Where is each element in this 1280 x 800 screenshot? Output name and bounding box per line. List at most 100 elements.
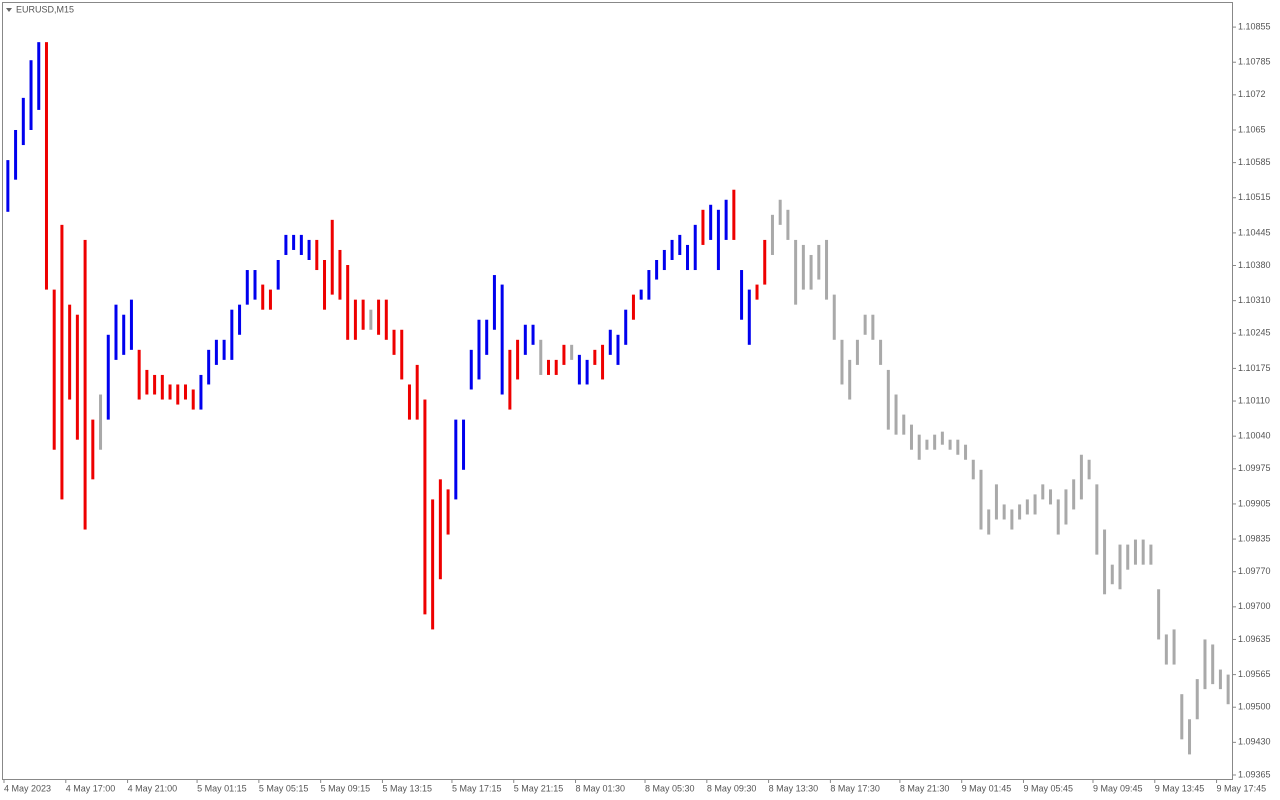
x-tick-label: 4 May 2023 <box>4 783 51 793</box>
price-bar <box>91 419 95 480</box>
price-bar <box>1095 484 1099 555</box>
price-bar <box>979 469 983 530</box>
price-bar <box>361 299 365 330</box>
y-tick-label: 1.10445 <box>1238 227 1271 237</box>
price-bar <box>1133 539 1137 565</box>
price-bar <box>817 244 821 280</box>
price-bar <box>500 284 504 395</box>
y-tick-label: 1.09565 <box>1238 669 1271 679</box>
price-bar <box>176 384 180 405</box>
price-bar <box>871 314 875 340</box>
price-bar <box>44 42 48 290</box>
symbol-dropdown[interactable] <box>6 8 12 12</box>
y-tick-label: 1.09905 <box>1238 498 1271 508</box>
price-bar <box>531 324 535 345</box>
price-bar <box>686 244 690 271</box>
x-tick-label: 5 May 13:15 <box>382 783 432 793</box>
price-bar <box>106 334 110 420</box>
price-bar <box>709 204 713 240</box>
x-tick-label: 8 May 17:30 <box>830 783 880 793</box>
price-bar <box>809 254 813 290</box>
price-bar <box>1041 484 1045 500</box>
price-bar <box>1149 544 1153 565</box>
price-bar <box>299 234 303 255</box>
x-tick-label: 8 May 21:30 <box>900 783 950 793</box>
price-bar <box>207 349 211 385</box>
price-bar <box>964 444 968 460</box>
price-bar <box>292 234 296 250</box>
price-bar <box>338 249 342 300</box>
price-bar <box>1157 589 1161 640</box>
price-bar <box>608 329 612 355</box>
price-bar <box>546 359 550 375</box>
price-bar <box>1218 669 1222 690</box>
x-tick-label: 5 May 17:15 <box>452 783 502 793</box>
price-bar <box>75 314 79 440</box>
x-tick-label: 9 May 01:45 <box>962 783 1012 793</box>
y-tick-label: 1.1072 <box>1238 89 1266 99</box>
x-tick-label: 9 May 05:45 <box>1023 783 1073 793</box>
y-tick-label: 1.09975 <box>1238 463 1271 473</box>
price-bar <box>446 489 450 535</box>
price-bar <box>678 234 682 255</box>
price-bar <box>6 160 10 212</box>
price-bar <box>68 304 72 400</box>
price-bar <box>469 349 473 390</box>
price-bar <box>153 374 157 395</box>
x-tick-label: 5 May 09:15 <box>321 783 371 793</box>
price-bar <box>52 289 56 450</box>
price-bar <box>631 294 635 320</box>
price-bar <box>230 309 234 360</box>
price-bar <box>1018 504 1022 520</box>
price-bar <box>956 439 960 455</box>
x-tick-label: 8 May 13:30 <box>769 783 819 793</box>
price-bar <box>662 249 666 271</box>
price-bar <box>786 209 790 240</box>
price-bar <box>585 359 589 385</box>
y-tick-label: 1.10040 <box>1238 431 1271 441</box>
price-bar <box>253 270 257 300</box>
price-bar <box>346 265 350 340</box>
chart-title: EURUSD,M15 <box>16 4 74 14</box>
price-bar <box>1025 499 1029 515</box>
price-bar <box>330 219 334 295</box>
price-bar <box>1118 544 1122 590</box>
price-bar <box>137 349 141 400</box>
price-bar <box>323 259 327 310</box>
price-bar <box>307 239 311 260</box>
price-bar <box>369 309 373 330</box>
price-bar <box>454 419 458 500</box>
price-bar <box>37 42 41 110</box>
price-bar <box>392 329 396 355</box>
price-bar <box>29 60 33 130</box>
x-tick-label: 8 May 01:30 <box>576 783 626 793</box>
y-tick-label: 1.09770 <box>1238 566 1271 576</box>
y-tick-label: 1.10785 <box>1238 57 1271 67</box>
price-bar <box>925 439 929 450</box>
price-bar <box>1203 639 1207 690</box>
price-bar <box>508 349 512 410</box>
x-tick-label: 8 May 05:30 <box>645 783 695 793</box>
price-bar <box>801 244 805 290</box>
x-tick-label: 5 May 05:15 <box>259 783 309 793</box>
price-bar <box>601 344 605 380</box>
price-bar <box>693 224 697 271</box>
price-bar <box>462 419 466 470</box>
price-bar <box>825 239 829 300</box>
price-bar <box>902 414 906 435</box>
price-bar <box>431 499 435 630</box>
y-tick-label: 1.10310 <box>1238 295 1271 305</box>
price-bar <box>1010 509 1014 530</box>
price-bar <box>1064 489 1068 525</box>
x-tick-label: 9 May 09:45 <box>1093 783 1143 793</box>
price-bar <box>160 374 164 400</box>
price-bar <box>1172 629 1176 665</box>
price-bar <box>400 329 404 380</box>
price-bar <box>940 431 944 445</box>
price-bar <box>523 324 527 355</box>
price-bar <box>83 239 87 530</box>
price-bar <box>886 369 890 430</box>
price-bar <box>168 384 172 400</box>
price-bar <box>971 459 975 480</box>
